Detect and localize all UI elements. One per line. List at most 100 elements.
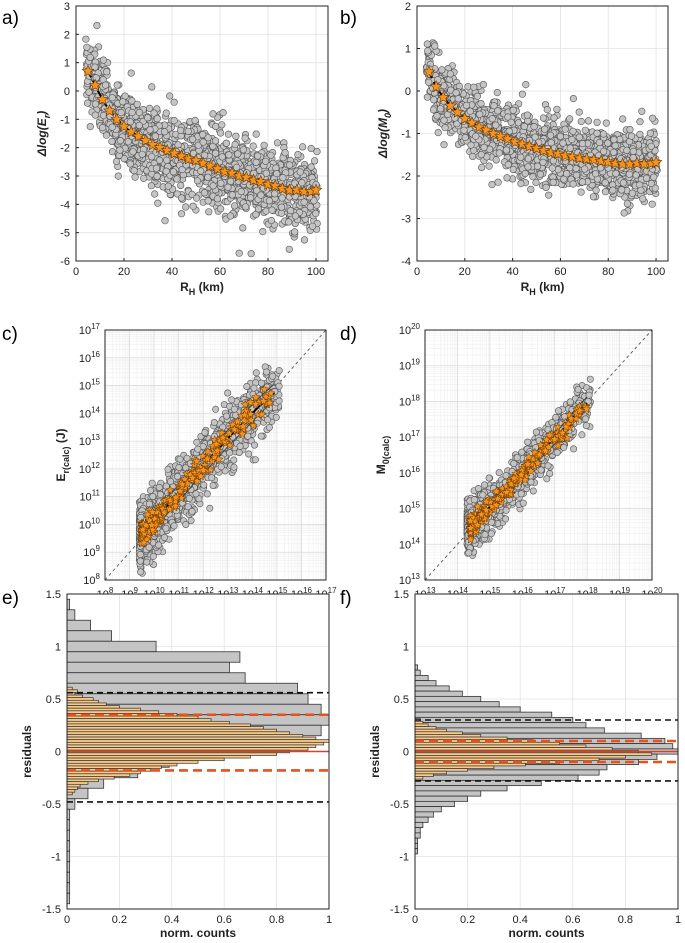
data-point xyxy=(135,108,143,117)
data-point xyxy=(494,178,502,186)
data-point xyxy=(272,413,280,421)
data-point xyxy=(618,186,626,194)
data-point xyxy=(462,101,471,109)
data-point xyxy=(169,168,178,176)
data-point xyxy=(620,209,628,217)
data-point xyxy=(495,149,503,157)
data-point xyxy=(223,412,231,420)
data-point xyxy=(197,167,205,175)
data-point xyxy=(128,108,136,117)
data-point xyxy=(210,418,218,426)
data-point xyxy=(117,108,125,117)
data-point xyxy=(637,186,645,194)
data-point xyxy=(485,162,493,170)
data-point xyxy=(493,88,501,97)
data-point xyxy=(629,147,637,155)
data-point xyxy=(250,384,258,392)
data-point xyxy=(636,118,644,126)
data-point xyxy=(584,117,593,125)
data-point xyxy=(547,139,555,147)
data-point xyxy=(209,110,217,118)
data-point xyxy=(589,193,598,201)
data-point xyxy=(136,557,144,565)
data-point xyxy=(217,205,225,213)
data-point xyxy=(477,99,485,108)
data-point xyxy=(509,165,517,173)
data-point xyxy=(298,179,306,187)
data-point xyxy=(566,164,574,172)
panel-label-a: a) xyxy=(2,8,19,29)
data-point xyxy=(502,146,511,154)
data-point xyxy=(252,158,260,166)
data-point xyxy=(224,389,232,397)
y-tick-label: -2 xyxy=(401,171,411,183)
data-point xyxy=(300,236,309,244)
data-point xyxy=(627,132,636,140)
data-point xyxy=(226,212,235,220)
x-tick-label: 60 xyxy=(554,266,566,278)
data-point xyxy=(479,80,488,89)
data-point xyxy=(239,146,247,154)
data-point xyxy=(638,107,646,115)
data-point xyxy=(472,132,480,140)
data-point xyxy=(91,111,99,119)
data-point xyxy=(108,94,116,102)
y-axis-label: Δlog(Er) xyxy=(35,111,52,158)
data-point xyxy=(530,122,538,131)
data-point xyxy=(178,194,186,202)
data-point xyxy=(235,448,243,456)
data-point xyxy=(267,151,275,159)
data-point xyxy=(267,216,276,225)
data-point xyxy=(86,122,94,131)
data-point xyxy=(161,128,169,136)
y-axis-label-main: Δlog(E xyxy=(35,117,49,157)
data-point xyxy=(239,224,247,232)
data-point xyxy=(306,203,314,211)
data-point xyxy=(313,148,321,156)
data-point xyxy=(212,122,220,130)
data-point xyxy=(461,133,469,142)
data-point xyxy=(98,123,107,132)
data-point xyxy=(424,47,432,55)
data-point xyxy=(212,405,220,413)
data-point xyxy=(99,56,107,64)
data-point xyxy=(91,100,100,108)
data-point xyxy=(211,149,220,157)
data-point xyxy=(294,151,302,159)
data-point xyxy=(82,35,90,43)
data-point xyxy=(577,188,585,196)
data-point xyxy=(488,181,496,189)
data-point xyxy=(252,130,260,138)
data-point xyxy=(251,441,259,449)
data-point xyxy=(212,137,220,145)
data-point xyxy=(469,152,477,160)
data-point xyxy=(174,472,182,480)
data-point xyxy=(300,198,308,206)
data-point xyxy=(518,90,527,98)
data-point xyxy=(230,456,238,464)
data-point xyxy=(217,179,225,187)
data-point xyxy=(434,129,442,137)
data-point xyxy=(148,153,156,161)
data-point xyxy=(148,83,156,91)
data-point xyxy=(602,119,610,127)
data-point xyxy=(262,157,270,165)
data-point xyxy=(259,228,267,236)
data-point xyxy=(296,168,304,176)
data-point xyxy=(265,423,273,431)
data-point xyxy=(466,107,474,115)
y-tick-label: -6 xyxy=(60,256,70,268)
data-point xyxy=(536,170,545,178)
data-point xyxy=(549,178,557,186)
data-point xyxy=(254,205,263,213)
data-point xyxy=(114,172,122,180)
data-point xyxy=(257,191,265,199)
data-point xyxy=(193,177,201,185)
data-point xyxy=(285,218,293,226)
data-point xyxy=(108,137,116,145)
data-point xyxy=(161,217,169,225)
data-point xyxy=(522,80,530,89)
data-point xyxy=(578,140,587,148)
data-point xyxy=(232,132,240,140)
